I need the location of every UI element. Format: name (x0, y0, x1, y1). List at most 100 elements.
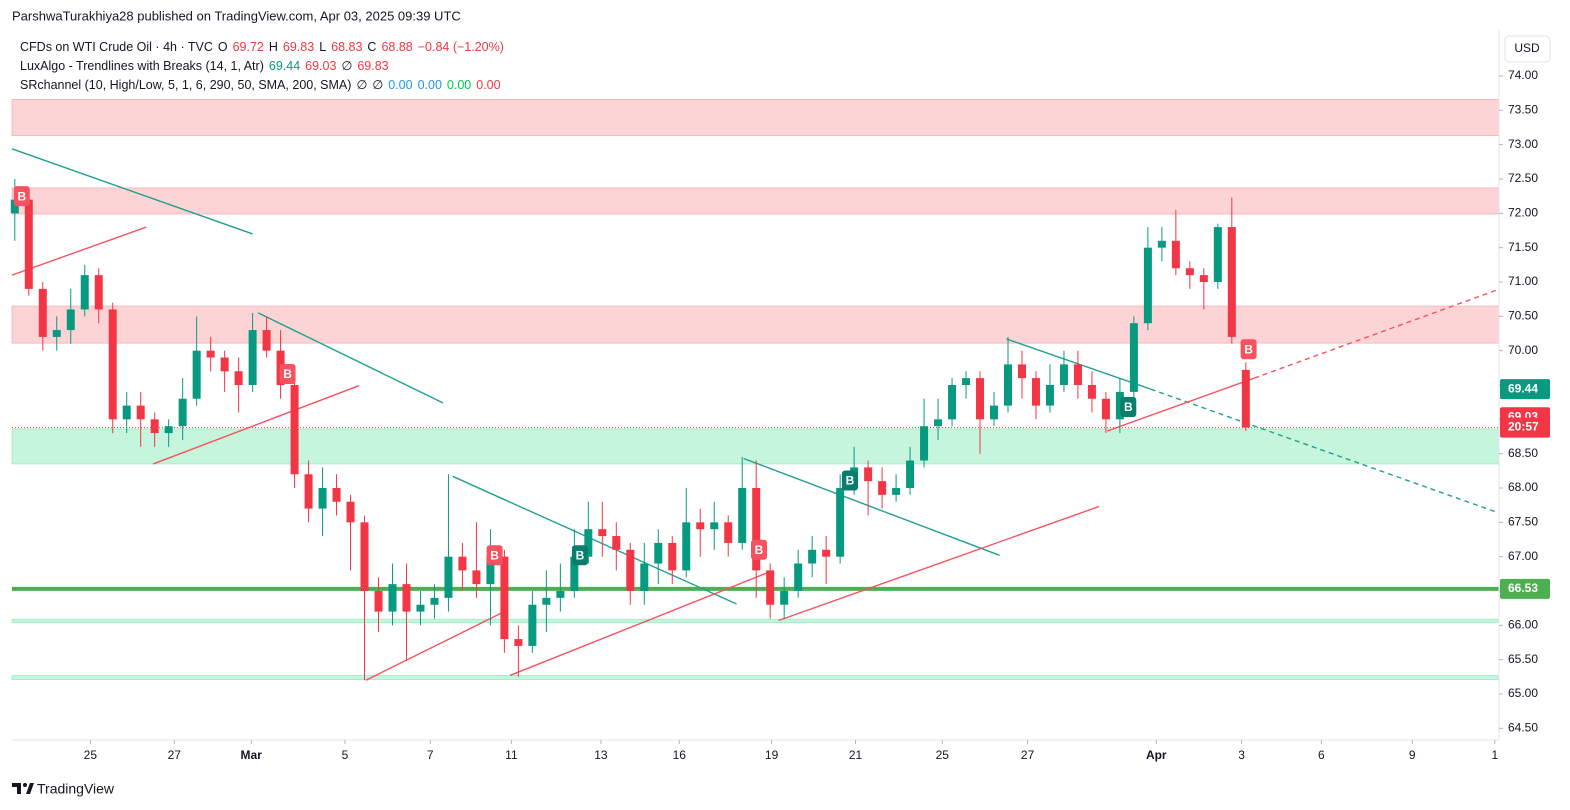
candle-body (696, 522, 705, 530)
candle-body (920, 426, 929, 461)
candle-body (864, 467, 873, 482)
signal-label: B (283, 367, 292, 381)
candle-body (556, 590, 565, 598)
legend-text: L (319, 40, 327, 54)
currency-button[interactable] (1504, 35, 1551, 63)
candle-body (234, 371, 243, 385)
candle-body (304, 474, 313, 509)
legend-text: O (217, 40, 228, 54)
candle-body (1115, 391, 1124, 420)
candle-body (1129, 323, 1138, 392)
legend-text: 69.83 (357, 59, 389, 73)
candle-body (262, 330, 271, 351)
sr-zone (11, 675, 1500, 680)
x-tick-label: Apr (1146, 748, 1167, 762)
y-tick-label: 67.50 (1508, 515, 1538, 529)
candle-body (108, 309, 117, 420)
candle-body (584, 529, 593, 557)
y-tick-label: 71.50 (1508, 240, 1538, 254)
legend-text: SRchannel (10, High/Low, 5, 1, 6, 290, 5… (20, 78, 352, 92)
signal-badge (1120, 396, 1137, 417)
y-tick-label: 73.00 (1508, 137, 1538, 151)
legend-text: 69.44 (268, 59, 301, 73)
signal-badge (13, 186, 30, 207)
y-tick-label: 70.50 (1508, 309, 1538, 323)
candle-body (752, 487, 761, 571)
candle-body (612, 536, 621, 550)
sr-zone (11, 618, 1500, 623)
candle-body (654, 542, 663, 564)
x-tick-label: 9 (1409, 748, 1416, 762)
y-tick-label: 70.00 (1508, 343, 1538, 357)
candle-body (1003, 364, 1012, 406)
candle-body (934, 419, 943, 427)
trendline (1253, 289, 1497, 379)
candle-body (794, 563, 803, 591)
candle-body (458, 556, 467, 571)
brand: TradingView (37, 781, 115, 797)
legend-text: ∅ (356, 78, 368, 92)
y-tick-label: 65.00 (1508, 686, 1538, 700)
legend-text: 0.00 (446, 78, 472, 92)
y-tick-label: 64.50 (1508, 720, 1538, 734)
trendline (778, 505, 1100, 622)
signal-label: B (1124, 400, 1133, 414)
candle-body (738, 487, 747, 543)
candle-body (66, 309, 75, 331)
candle-body (164, 426, 173, 434)
x-tick-label: 25 (936, 748, 950, 762)
candle-body (416, 604, 425, 612)
candle-body (878, 481, 887, 495)
currency-label[interactable]: USD (1514, 41, 1540, 55)
y-tick-label: 68.50 (1508, 446, 1538, 460)
candle-body (598, 529, 607, 537)
candle-body (948, 385, 957, 420)
trendline (509, 570, 772, 677)
candle-body (136, 405, 145, 420)
candle-body (290, 385, 299, 475)
candle-body (1017, 364, 1026, 379)
candle-body (780, 590, 789, 605)
y-tick-label: 72.50 (1508, 171, 1538, 185)
candle-body (192, 350, 201, 399)
publish-header: ParshwaTurakhiya28 published on TradingV… (12, 8, 461, 23)
plot-area: B B B B B B B B (10, 99, 1500, 681)
trendline (11, 226, 147, 276)
candle-body (640, 563, 649, 591)
candle-body (766, 570, 775, 605)
candle-body (1185, 268, 1194, 276)
y-tick-label: 66.00 (1508, 618, 1538, 632)
candle-body (1171, 240, 1180, 269)
candle-body (1073, 364, 1082, 385)
signal-label: B (490, 548, 499, 562)
y-tick-label: 72.00 (1508, 206, 1538, 220)
candle-body (570, 556, 579, 591)
candle-body (150, 419, 159, 434)
candle-body (1045, 385, 1054, 406)
x-tick-label: 5 (342, 748, 349, 762)
candle-body (1213, 227, 1222, 283)
trendline (365, 611, 504, 681)
legend-text: 69.72 (232, 40, 264, 54)
legend-text: 0.00 (417, 78, 442, 92)
legend: CFDs on WTI Crude Oil · 4h · TVC O 69.72 H 6… (20, 38, 509, 95)
sr-zone (11, 428, 1500, 465)
trendline (452, 475, 737, 605)
candle-body (1031, 378, 1040, 406)
legend-text: H (268, 40, 278, 54)
candle-body (668, 542, 677, 571)
signal-label: B (755, 543, 764, 557)
candle-body (906, 460, 915, 488)
countdown-tag (1500, 417, 1550, 438)
candle-body (528, 604, 537, 646)
trendline (743, 457, 1000, 556)
price-tag (1500, 578, 1550, 599)
candle-body (962, 378, 971, 385)
signal-badge (1240, 339, 1257, 360)
trendline (11, 148, 253, 235)
candle-body (1087, 385, 1096, 399)
signal-label: B (576, 548, 585, 562)
y-tick-label: 68.00 (1508, 480, 1538, 494)
legend-text: 69.83 (282, 40, 315, 54)
